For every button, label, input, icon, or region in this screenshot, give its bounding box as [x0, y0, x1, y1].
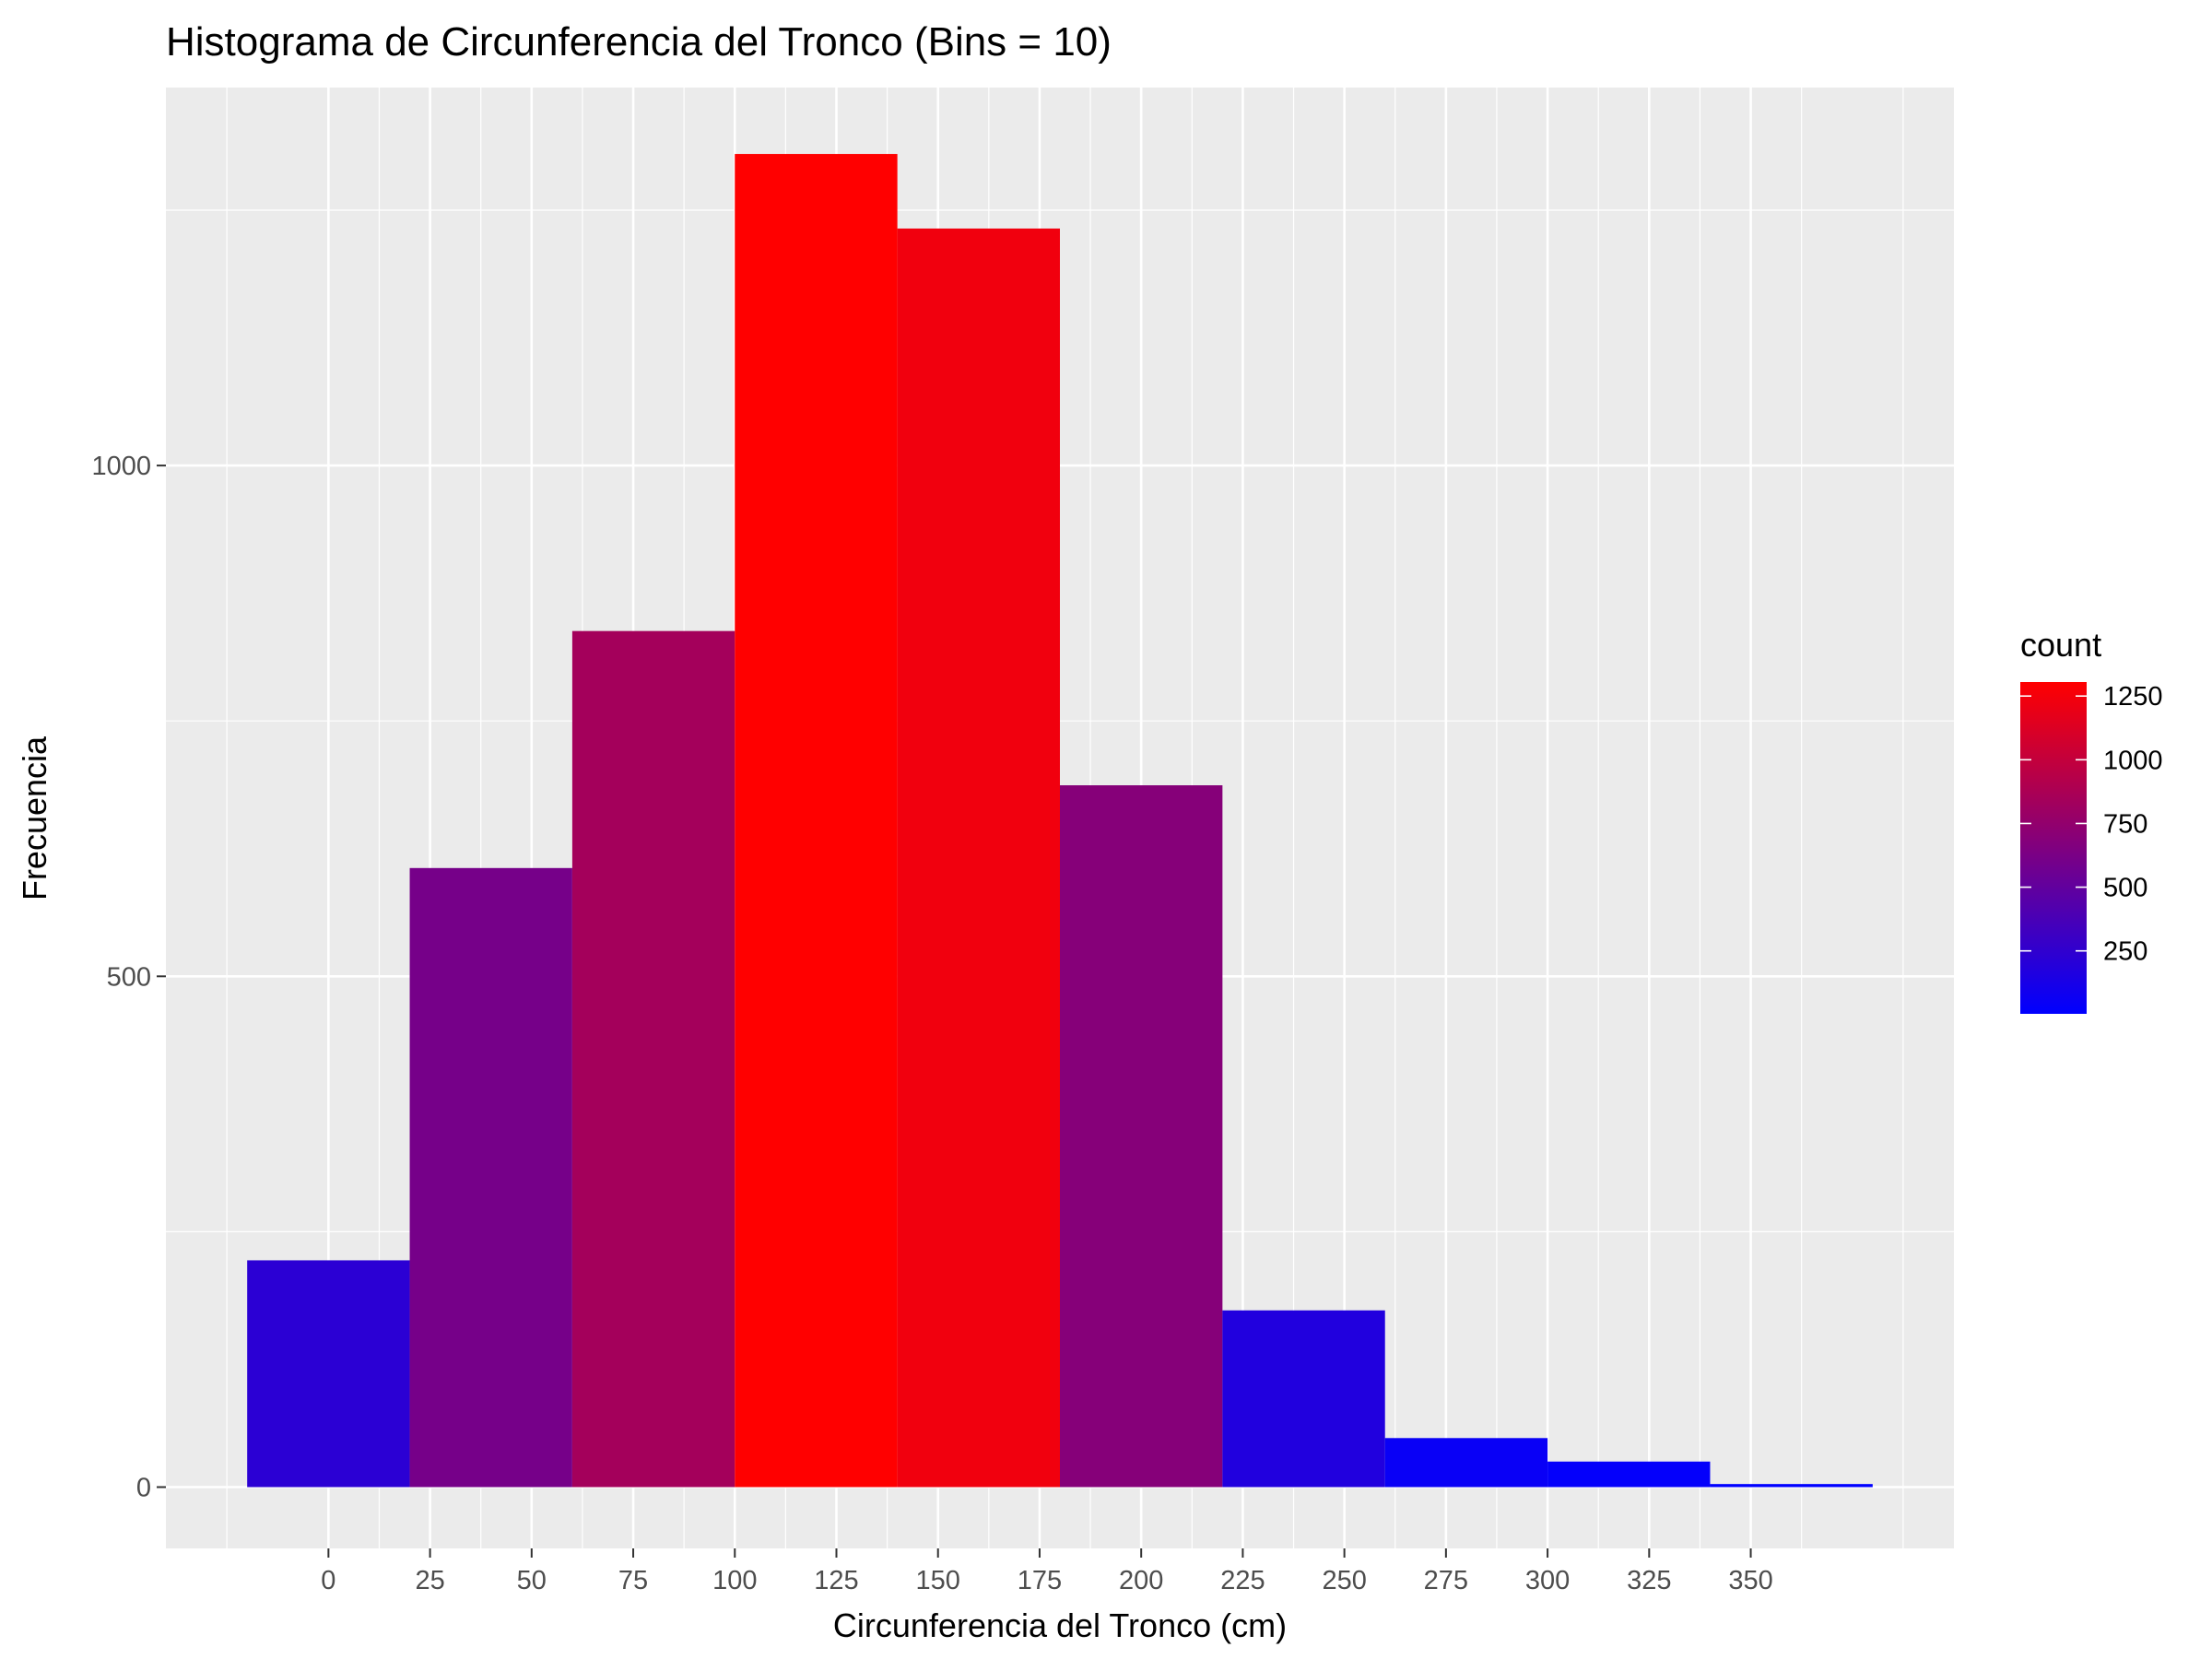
- histogram-bar: [1384, 1438, 1548, 1488]
- histogram-bar: [247, 1260, 410, 1488]
- histogram-bar: [1547, 1461, 1711, 1488]
- histogram-bar: [409, 867, 572, 1488]
- x-tick-label: 150: [916, 1566, 960, 1595]
- histogram-bar: [897, 228, 1060, 1488]
- histogram-bar: [571, 630, 735, 1488]
- x-tick-label: 325: [1627, 1566, 1671, 1595]
- x-tick-label: 225: [1220, 1566, 1265, 1595]
- chart-title: Histograma de Circunferencia del Tronco …: [166, 19, 1112, 65]
- x-tick-label: 50: [517, 1566, 547, 1595]
- y-tick-label: 500: [107, 962, 151, 992]
- legend-colorbar: [2020, 682, 2087, 1014]
- legend-title: count: [2020, 626, 2101, 664]
- x-tick-label: 200: [1119, 1566, 1163, 1595]
- y-tick-label: 0: [136, 1473, 151, 1502]
- x-tick-label: 350: [1728, 1566, 1772, 1595]
- legend-tick-label: 1000: [2103, 746, 2163, 775]
- x-axis-title: Circunferencia del Tronco (cm): [833, 1606, 1287, 1644]
- x-tick-label: 275: [1424, 1566, 1468, 1595]
- x-tick-label: 75: [618, 1566, 648, 1595]
- x-tick-label: 175: [1018, 1566, 1062, 1595]
- x-axis: 0 25 50 75 100 125 150 175 200 225 250 275 300 325 350: [321, 1548, 1773, 1595]
- x-tick-label: 125: [814, 1566, 858, 1595]
- histogram-bar: [735, 154, 898, 1488]
- histogram-bars: [247, 154, 1873, 1488]
- legend-tick-label: 250: [2103, 937, 2147, 967]
- y-axis: 0 500 1000: [91, 452, 166, 1502]
- x-tick-label: 100: [712, 1566, 757, 1595]
- x-tick-label: 25: [415, 1566, 444, 1595]
- x-tick-label: 0: [321, 1566, 335, 1595]
- histogram-bar: [1710, 1484, 1873, 1488]
- legend-tick-label: 1250: [2103, 682, 2163, 712]
- histogram-bar: [1060, 785, 1223, 1488]
- x-tick-label: 250: [1322, 1566, 1366, 1595]
- legend-tick-label: 500: [2103, 874, 2147, 903]
- x-tick-label: 300: [1525, 1566, 1570, 1595]
- y-tick-label: 1000: [91, 452, 151, 481]
- color-legend: count 250 500 750 1000 1250: [2020, 626, 2163, 1014]
- y-axis-title: Frecuencia: [16, 735, 53, 900]
- legend-tick-label: 750: [2103, 809, 2147, 839]
- legend-ticks: 250 500 750 1000 1250: [2020, 682, 2163, 967]
- histogram-bar: [1222, 1310, 1385, 1488]
